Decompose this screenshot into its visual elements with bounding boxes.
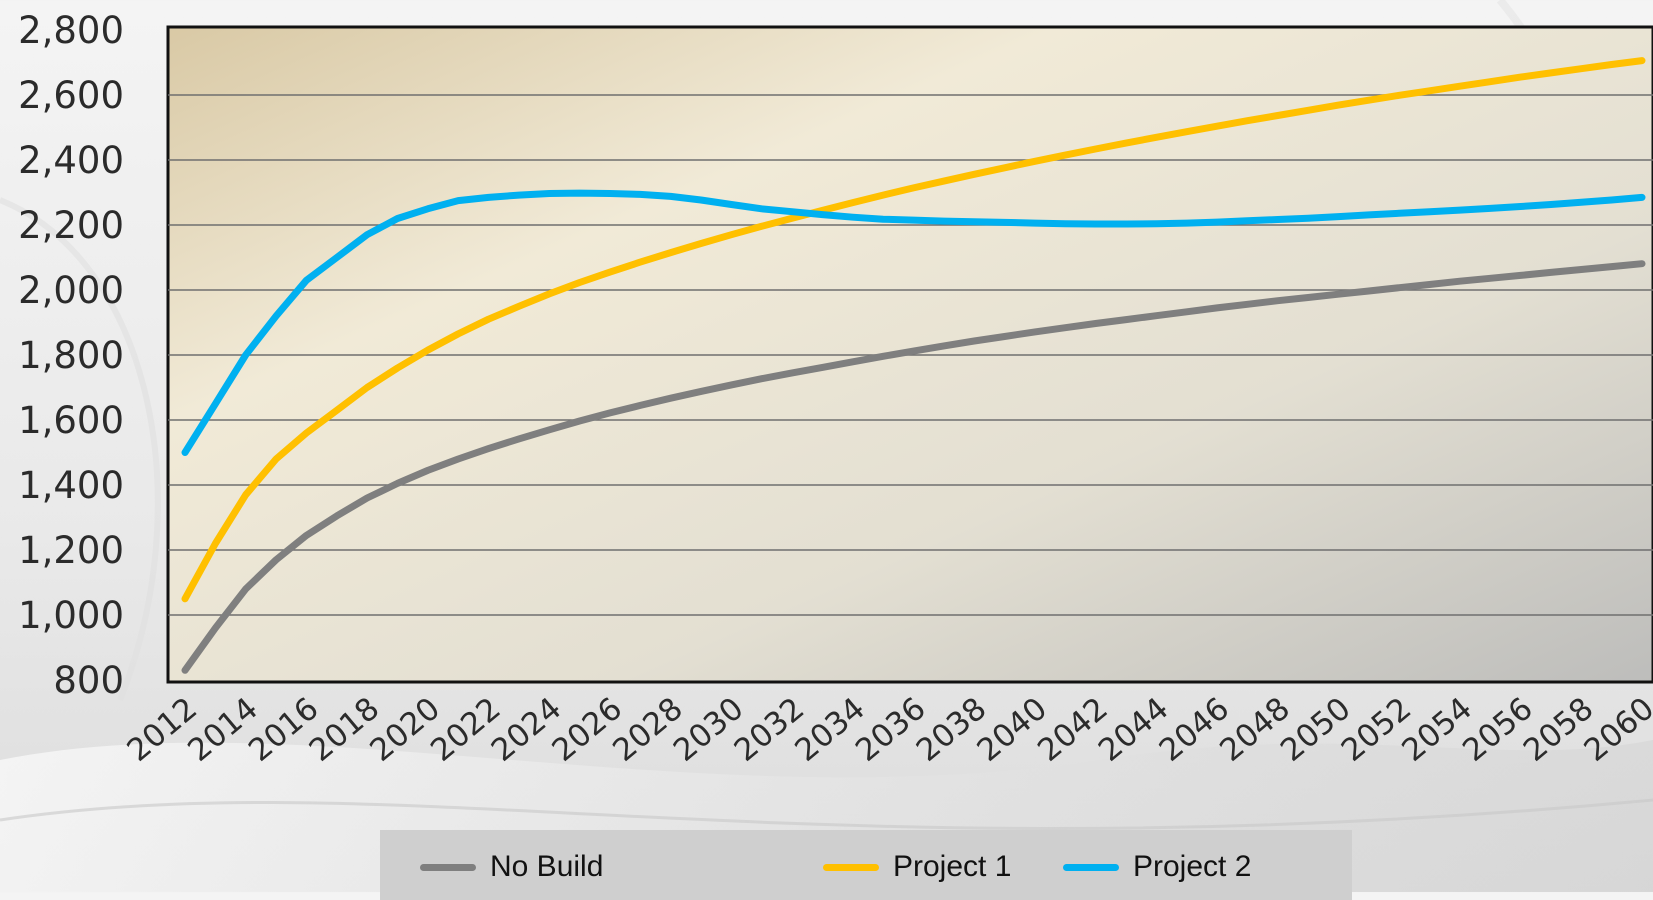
legend-label: Project 1 xyxy=(893,850,1012,883)
x-tick-label: 2022 xyxy=(424,691,508,769)
x-tick-label: 2024 xyxy=(485,691,569,769)
legend-swatch xyxy=(420,863,476,871)
y-tick-label: 2,200 xyxy=(18,204,124,247)
x-tick-label: 2028 xyxy=(606,691,690,769)
x-tick-label: 2030 xyxy=(667,691,751,769)
x-tick-label: 2032 xyxy=(728,691,812,769)
x-tick-label: 2012 xyxy=(121,691,205,769)
series-line-project-2 xyxy=(181,189,1646,456)
x-tick-label: 2040 xyxy=(970,691,1054,769)
y-tick-label: 1,200 xyxy=(18,529,124,572)
x-tick-label: 2014 xyxy=(181,691,265,769)
legend-item: Project 2 xyxy=(1063,850,1251,884)
y-tick-label: 800 xyxy=(53,659,124,702)
x-tick-label: 2058 xyxy=(1517,691,1601,769)
y-tick-label: 1,600 xyxy=(18,399,124,442)
y-tick-label: 2,800 xyxy=(18,9,124,52)
legend-swatch xyxy=(823,863,879,871)
y-tick-label: 1,000 xyxy=(18,594,124,637)
y-tick-label: 2,400 xyxy=(18,139,124,182)
x-tick-label: 2050 xyxy=(1274,691,1358,769)
x-tick-label: 2042 xyxy=(1031,691,1115,769)
series-line-project-1 xyxy=(181,57,1646,603)
x-tick-label: 2020 xyxy=(363,691,447,769)
x-tick-label: 2016 xyxy=(242,691,326,769)
series-line-no-build xyxy=(181,260,1646,674)
x-tick-label: 2034 xyxy=(788,691,872,769)
legend-label: Project 2 xyxy=(1133,850,1252,883)
x-tick-label: 2048 xyxy=(1213,691,1297,769)
y-tick-label: 2,000 xyxy=(18,269,124,312)
x-tick-label: 2052 xyxy=(1335,691,1419,769)
x-tick-label: 2060 xyxy=(1578,691,1653,769)
x-tick-label: 2056 xyxy=(1456,691,1540,769)
y-tick-label: 1,800 xyxy=(18,334,124,377)
x-tick-label: 2026 xyxy=(546,691,630,769)
legend-item: No Build xyxy=(420,850,603,884)
legend-item: Project 1 xyxy=(823,850,1011,884)
legend-swatch xyxy=(1063,863,1119,871)
x-tick-label: 2038 xyxy=(910,691,994,769)
y-tick-label: 2,600 xyxy=(18,74,124,117)
y-tick-label: 1,400 xyxy=(18,464,124,507)
x-tick-label: 2044 xyxy=(1092,691,1176,769)
legend-label: No Build xyxy=(490,850,604,883)
legend: No Build Project 1 Project 2 xyxy=(380,830,1352,900)
x-tick-label: 2018 xyxy=(303,691,387,769)
x-tick-label: 2054 xyxy=(1395,691,1479,769)
x-tick-label: 2036 xyxy=(849,691,933,769)
x-tick-label: 2046 xyxy=(1153,691,1237,769)
